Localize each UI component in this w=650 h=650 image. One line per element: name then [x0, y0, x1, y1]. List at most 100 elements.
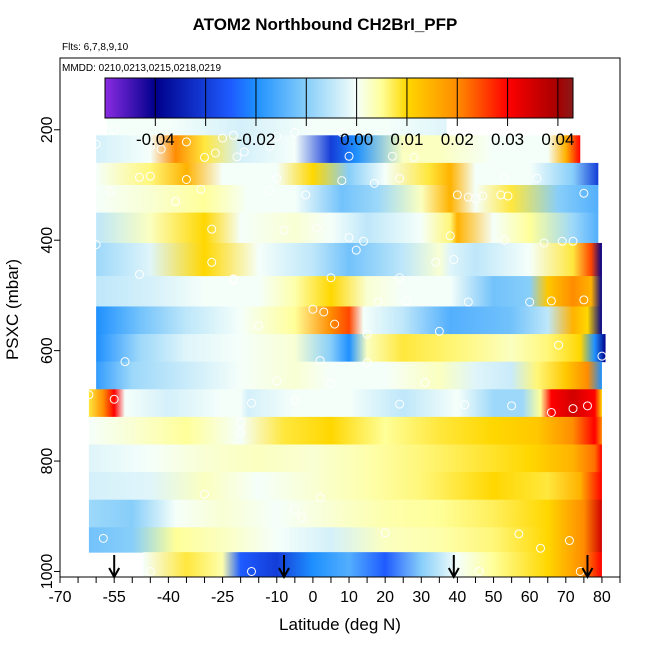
sample-point [344, 232, 354, 242]
x-tick-label: 60 [521, 589, 539, 606]
sample-point [568, 404, 578, 414]
x-tick-label: 50 [485, 589, 503, 606]
sample-point [557, 236, 567, 246]
sample-point [546, 296, 556, 306]
sample-point [463, 192, 473, 202]
sample-point [109, 394, 119, 404]
sample-point [134, 269, 144, 279]
sample-point [207, 257, 217, 267]
heatmap-row [88, 389, 602, 418]
sample-point [200, 152, 210, 162]
sample-point [387, 151, 397, 161]
colorbar-tick-label: 0.03 [491, 130, 524, 149]
heatmap-row [88, 527, 602, 553]
sample-point [315, 356, 325, 366]
sample-point [460, 400, 470, 410]
y-axis-label: PSXC (mbar) [3, 259, 22, 360]
sample-point [514, 529, 524, 539]
x-tick-label: 40 [449, 589, 467, 606]
sample-point [196, 184, 206, 194]
x-axis-label: Latitude (deg N) [279, 615, 401, 634]
heatmap-row [88, 472, 602, 501]
x-tick-label: -70 [48, 589, 71, 606]
sample-point [272, 131, 282, 141]
y-tick-label: 1000 [39, 554, 56, 590]
heatmap-row [88, 416, 602, 445]
colorbar-tick-label: 0.04 [541, 130, 574, 149]
sample-point [568, 236, 578, 246]
sample-point [290, 128, 300, 138]
heatmap-row [88, 499, 602, 528]
x-tick-label: 0 [308, 589, 317, 606]
sample-point [210, 148, 220, 158]
x-tick-label: -55 [103, 589, 126, 606]
sample-point [84, 390, 94, 400]
sample-point [200, 489, 210, 499]
sample-point [564, 536, 574, 546]
sample-point [272, 173, 282, 183]
sample-point [463, 297, 473, 307]
heatmap-row [96, 184, 599, 214]
sample-point [290, 505, 300, 515]
sample-point [265, 141, 275, 151]
sample-point [254, 321, 264, 331]
x-tick-label: 80 [593, 589, 611, 606]
x-tick-label: -40 [157, 589, 180, 606]
sample-point [326, 273, 336, 283]
sample-point [539, 238, 549, 248]
sample-point [362, 329, 372, 339]
colorbar-tick-label: -0.04 [136, 130, 175, 149]
sample-point [181, 174, 191, 184]
sample-point [402, 296, 412, 306]
sample-point [420, 378, 430, 388]
sample-point [228, 130, 238, 140]
mmdd-label: MMDD: 0210,0213,0215,0218,0219 [62, 63, 221, 74]
sample-point [546, 407, 556, 417]
sample-point [84, 142, 94, 152]
sample-point [449, 255, 459, 265]
y-tick-label: 400 [39, 227, 56, 254]
sample-point [536, 543, 546, 553]
sample-point [582, 401, 592, 411]
flights-label: Flts: 6,7,8,9,10 [62, 42, 129, 53]
sample-point [308, 304, 318, 314]
sample-point [499, 235, 509, 245]
sample-point [344, 151, 354, 161]
sample-point [532, 173, 542, 183]
sample-point [395, 399, 405, 409]
sample-point [503, 191, 513, 201]
sample-point [507, 401, 517, 411]
colorbar-tick-label: -0.02 [237, 130, 276, 149]
sample-point [272, 376, 282, 386]
sample-point [326, 379, 336, 389]
sample-point [181, 137, 191, 147]
sample-point [246, 398, 256, 408]
heatmap-row [96, 212, 599, 244]
sample-points-layer [84, 122, 607, 576]
sample-point [236, 417, 246, 427]
y-tick-label: 200 [39, 116, 56, 143]
y-axis: 200 400 600 800 1000 [39, 116, 61, 590]
sample-point [525, 297, 535, 307]
sample-point [337, 128, 347, 138]
sample-point [330, 319, 340, 329]
sample-point [218, 133, 228, 143]
sample-point [395, 173, 405, 183]
y-tick-label: 600 [39, 337, 56, 364]
heatmap-row [96, 242, 602, 277]
colorbar-tick-labels: -0.04 -0.02 0.00 0.01 0.02 0.03 0.04 [136, 130, 575, 149]
colorbar-gradient [104, 77, 574, 119]
heatmap-row [143, 552, 602, 578]
sample-point [134, 172, 144, 182]
sample-point [106, 187, 116, 197]
sample-point [145, 566, 155, 576]
heatmap-row [106, 113, 447, 136]
sample-point [579, 295, 589, 305]
sample-point [156, 144, 166, 154]
sample-point [369, 178, 379, 188]
sample-point [120, 357, 130, 367]
sample-point [351, 245, 361, 255]
sample-point [337, 176, 347, 186]
sample-point [98, 533, 108, 543]
